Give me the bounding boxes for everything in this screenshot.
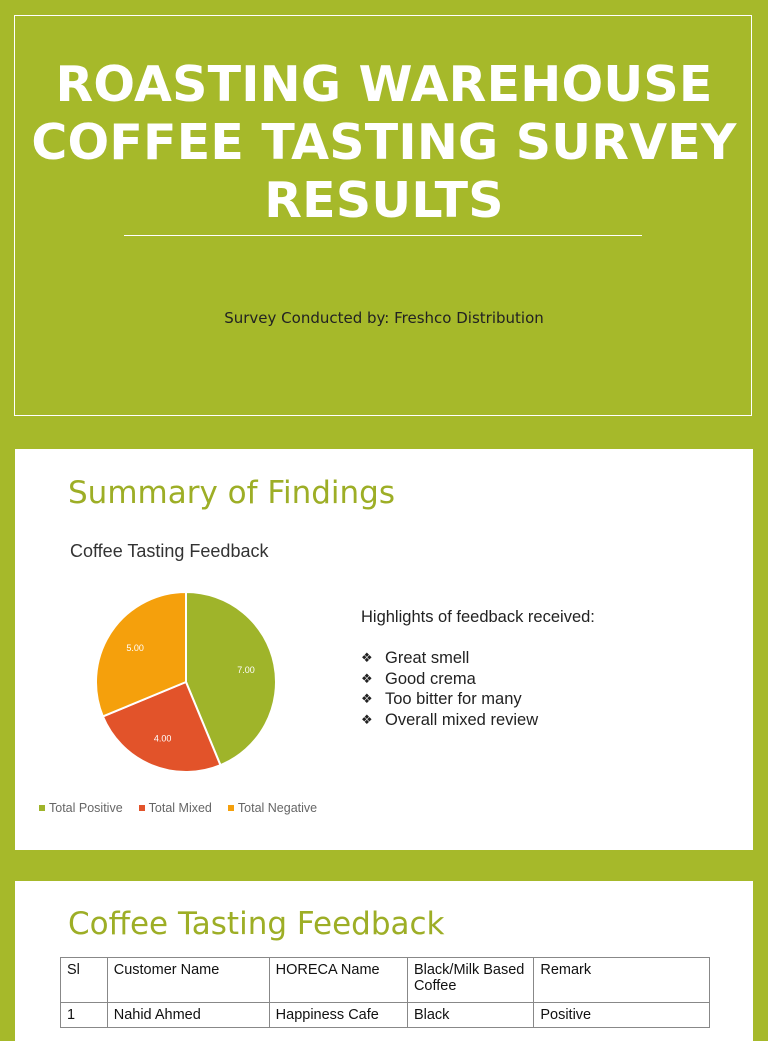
diamond-bullet-icon: ❖ <box>361 711 373 727</box>
highlight-item: ❖ Overall mixed review <box>361 710 595 731</box>
legend-swatch <box>138 805 145 811</box>
presentation-title: ROASTING WAREHOUSE COFFEE TASTING SURVEY… <box>31 56 737 229</box>
highlight-item: ❖ Too bitter for many <box>361 689 595 710</box>
summary-slide: Summary of Findings Coffee Tasting Feedb… <box>15 449 753 850</box>
highlights-block: Highlights of feedback received: ❖ Great … <box>361 608 595 730</box>
highlights-title: Highlights of feedback received: <box>361 608 595 626</box>
diamond-bullet-icon: ❖ <box>361 650 373 665</box>
feedback-heading: Coffee Tasting Feedback <box>68 906 445 942</box>
pie-data-label: 5.00 <box>126 643 144 653</box>
table-header-cell: Remark <box>533 957 710 1003</box>
chart-legend: Total Positive Total Mixed Total Negative <box>39 801 317 815</box>
highlight-text: Overall mixed review <box>385 710 539 729</box>
legend-label: Total Mixed <box>148 801 212 815</box>
title-frame <box>14 15 752 416</box>
table-header-cell: Sl <box>60 957 108 1003</box>
table-header-cell: Black/Milk Based Coffee <box>406 957 535 1003</box>
chart-title: Coffee Tasting Feedback <box>70 541 269 561</box>
diamond-bullet-icon: ❖ <box>361 670 373 686</box>
highlights-list: ❖ Great smell ❖ Good crema ❖ Too bitter for m… <box>361 648 595 730</box>
highlight-text: Great smell <box>385 649 470 667</box>
legend-item: Total Positive <box>39 801 123 815</box>
title-slide: ROASTING WAREHOUSE COFFEE TASTING SURVEY… <box>0 0 768 432</box>
table-header-cell: HORECA Name <box>268 957 408 1003</box>
feedback-table: Sl Customer Name HORECA Name Black/Milk Bas… <box>60 957 710 1028</box>
pie-data-label: 7.00 <box>237 665 255 675</box>
legend-label: Total Positive <box>49 801 123 815</box>
legend-swatch <box>227 805 234 811</box>
legend-label: Total Negative <box>237 801 318 815</box>
feedback-table-slide: Coffee Tasting Feedback Sl Customer Name H… <box>15 881 753 1041</box>
highlight-item: ❖ Great smell <box>361 648 595 669</box>
feedback-pie-chart: 7.00 4.00 5.00 <box>95 591 277 773</box>
pie-data-label: 4.00 <box>154 734 172 744</box>
table-header-row: Sl Customer Name HORECA Name Black/Milk Bas… <box>60 957 710 1003</box>
highlight-item: ❖ Good crema <box>361 669 595 690</box>
legend-item: Total Mixed <box>138 801 212 815</box>
presentation-subtitle: Survey Conducted by: Freshco Distributio… <box>224 309 544 327</box>
highlight-text: Too bitter for many <box>385 690 522 708</box>
legend-swatch <box>39 805 45 811</box>
highlight-text: Good crema <box>385 669 476 688</box>
title-divider <box>124 235 642 236</box>
legend-item: Total Negative <box>227 801 318 815</box>
summary-heading: Summary of Findings <box>68 475 395 511</box>
diamond-bullet-icon: ❖ <box>361 691 373 706</box>
pie-slice-total-negative <box>95 591 187 718</box>
table-header-cell: Customer Name <box>106 957 270 1003</box>
pie-slice-total-positive <box>185 591 277 767</box>
